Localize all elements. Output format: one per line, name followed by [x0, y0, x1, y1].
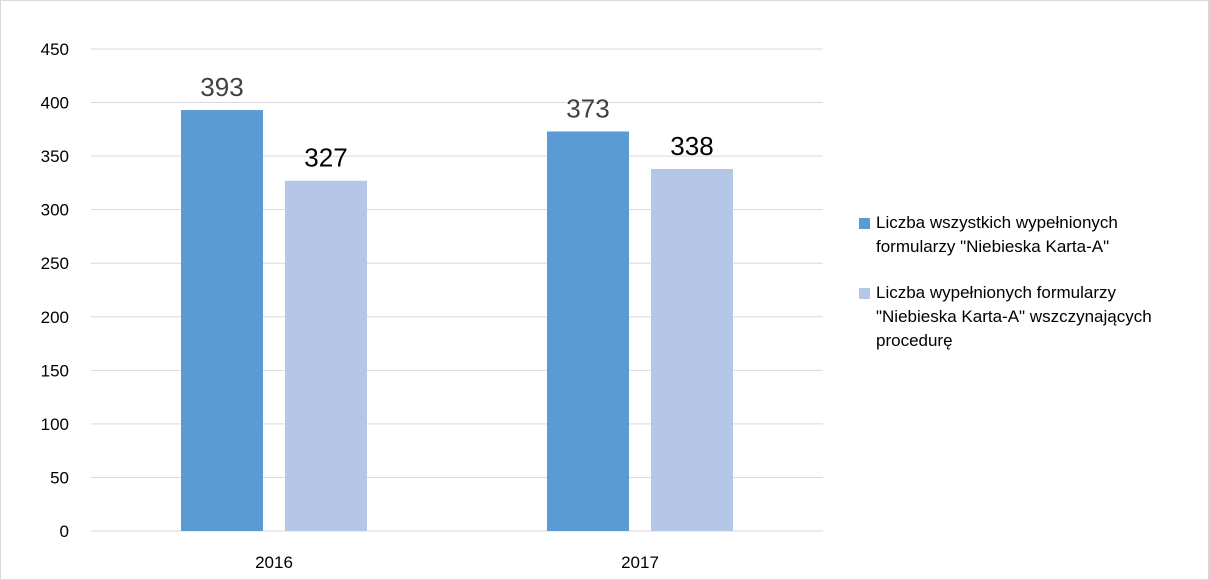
- y-tick-label: 400: [41, 94, 69, 113]
- y-tick-label: 0: [60, 522, 69, 541]
- y-tick-label: 350: [41, 147, 69, 166]
- data-label-series-1-2017: 373: [566, 93, 609, 123]
- y-tick-label: 150: [41, 361, 69, 380]
- bar-series-1-2016: [181, 110, 263, 531]
- legend-label-series-1: Liczba wszystkich wypełnionych formularz…: [876, 213, 1118, 256]
- legend-item-series-2: Liczba wypełnionych formularzy "Niebiesk…: [859, 281, 1199, 353]
- y-tick-label: 450: [41, 40, 69, 59]
- data-labels: 393 327 373 338: [200, 72, 713, 173]
- bar-series-2-2017: [651, 168, 733, 531]
- bars: [181, 110, 733, 531]
- y-tick-label: 300: [41, 201, 69, 220]
- y-tick-label: 200: [41, 308, 69, 327]
- y-tick-label: 100: [41, 415, 69, 434]
- bar-series-1-2017: [547, 131, 629, 531]
- legend-item-series-1: Liczba wszystkich wypełnionych formularz…: [859, 211, 1199, 259]
- legend-swatch-series-1: [859, 218, 870, 229]
- legend-swatch-series-2: [859, 288, 870, 299]
- data-label-series-2-2017: 338: [670, 131, 713, 161]
- legend: Liczba wszystkich wypełnionych formularz…: [859, 211, 1199, 375]
- data-label-series-2-2016: 327: [304, 143, 347, 173]
- y-tick-label: 50: [50, 468, 69, 487]
- y-axis-ticks: 0 50 100 150 200 250 300 350 400 450: [41, 40, 69, 541]
- legend-label-series-2: Liczba wypełnionych formularzy "Niebiesk…: [876, 283, 1152, 350]
- x-tick-label-2016: 2016: [255, 553, 293, 572]
- x-axis-ticks: 2016 2017: [255, 553, 659, 572]
- x-tick-label-2017: 2017: [621, 553, 659, 572]
- data-label-series-1-2016: 393: [200, 72, 243, 102]
- y-tick-label: 250: [41, 254, 69, 273]
- bar-series-2-2016: [285, 180, 367, 531]
